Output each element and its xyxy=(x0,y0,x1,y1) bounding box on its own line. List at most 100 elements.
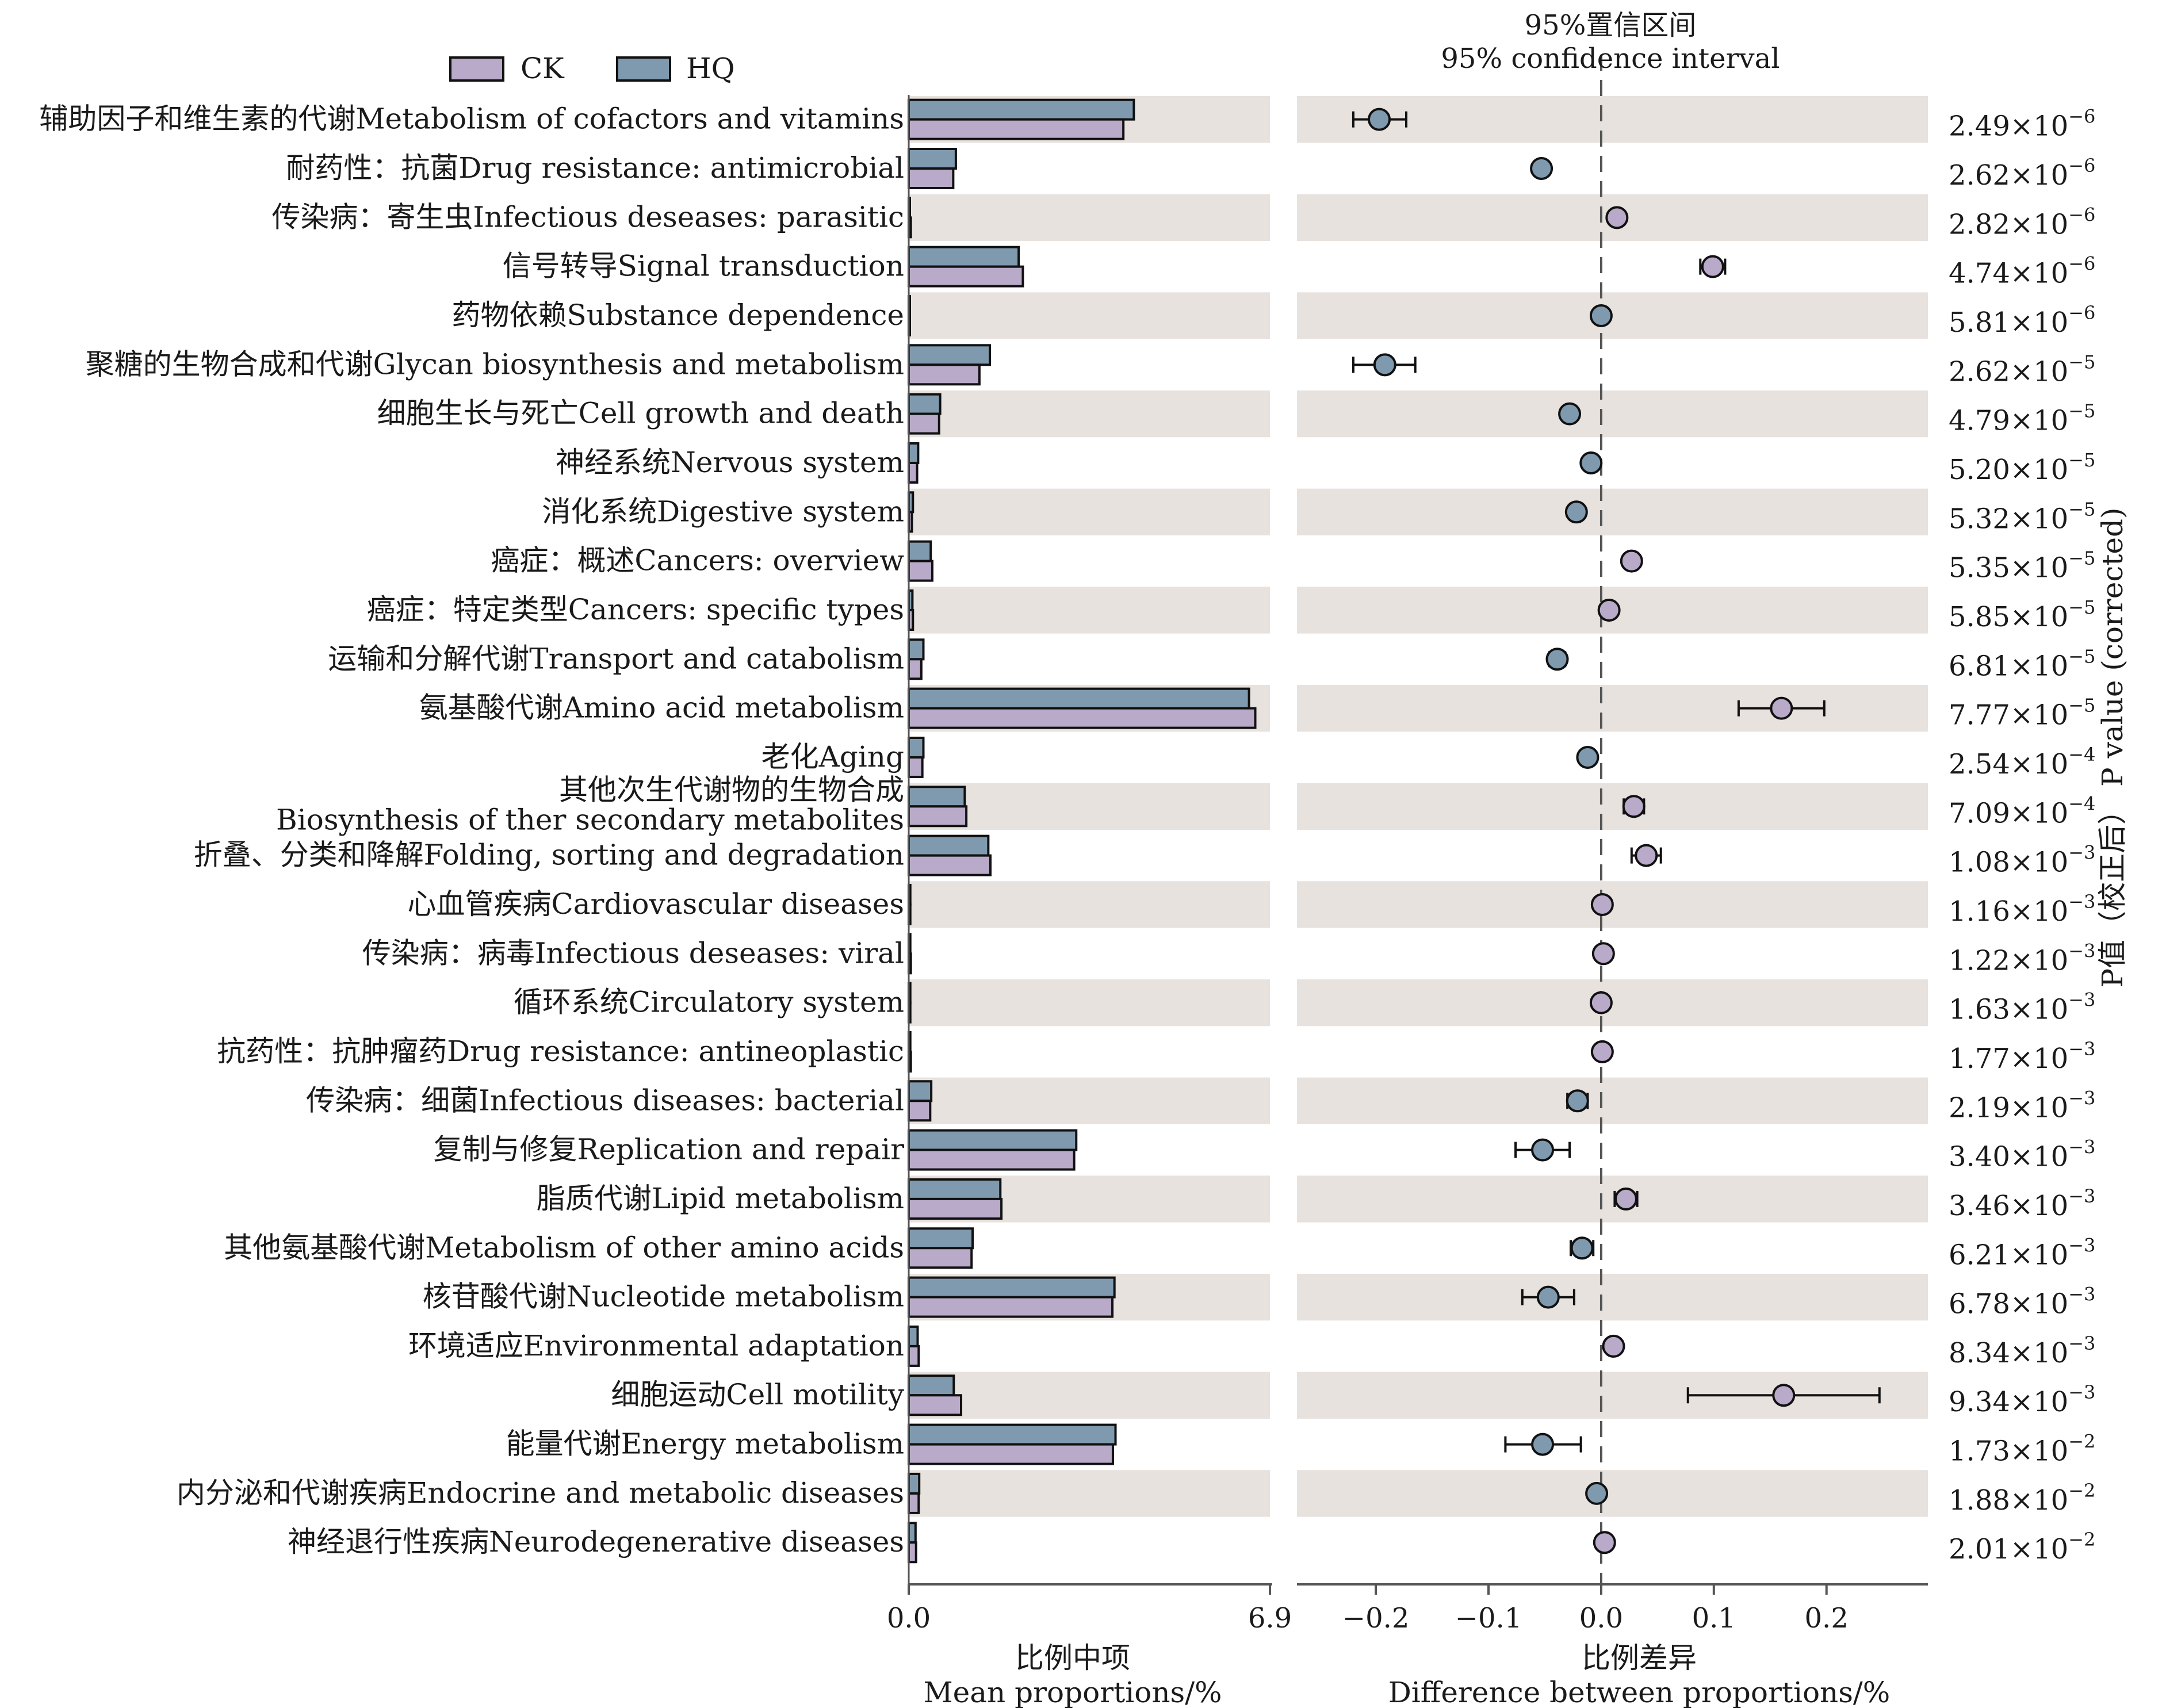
bar-ck xyxy=(908,1197,1003,1220)
pvalue-exponent: −3 xyxy=(2068,1185,2095,1207)
pvalue-text: 2.01×10−2 xyxy=(1949,1529,2095,1565)
pvalue-base: 2.49×10 xyxy=(1949,110,2068,143)
difference-point xyxy=(1622,795,1646,818)
bar-hq xyxy=(908,1423,1117,1446)
pvalue-exponent: −3 xyxy=(2068,1284,2095,1305)
category-label: 传染病：寄生虫Infectious deseases: parasitic xyxy=(271,200,904,233)
pvalue-text: 3.40×10−3 xyxy=(1949,1136,2095,1173)
band-right xyxy=(1297,390,1928,438)
pvalue-exponent: −3 xyxy=(2068,1234,2095,1256)
pvalue-base: 9.34×10 xyxy=(1949,1386,2068,1418)
pvalue-base: 5.35×10 xyxy=(1949,552,2068,584)
pvalue-base: 6.21×10 xyxy=(1949,1239,2068,1271)
difference-point xyxy=(1620,549,1643,573)
category-label: 抗药性：抗肿瘤药Drug resistance: antineoplastic xyxy=(217,1035,904,1068)
bar-hq xyxy=(908,1472,921,1495)
bar-hq xyxy=(908,442,920,464)
pvalue-base: 2.54×10 xyxy=(1949,748,2068,780)
pvalue-base: 2.19×10 xyxy=(1949,1092,2068,1124)
pvalue-text: 2.62×10−6 xyxy=(1949,155,2095,192)
pvalue-base: 1.88×10 xyxy=(1949,1484,2068,1516)
pvalue-base: 1.22×10 xyxy=(1949,944,2068,976)
bar-hq xyxy=(908,540,932,562)
bar-ck xyxy=(908,1100,932,1122)
band-left xyxy=(909,979,1270,1027)
difference-point xyxy=(1585,1481,1609,1505)
category-label: 内分泌和代谢疾病Endocrine and metabolic diseases xyxy=(177,1476,904,1510)
legend: CK HQ xyxy=(449,52,735,85)
right-axis-tick-label: −0.1 xyxy=(1455,1602,1522,1634)
bar-ck xyxy=(908,265,1024,288)
pvalue-base: 6.81×10 xyxy=(1949,650,2068,682)
category-label: 药物依赖Substance dependence xyxy=(452,298,905,332)
left-axis-tick-label: 6.9 xyxy=(1248,1602,1292,1634)
axes: 0.0 6.9 −0.2 −0.1 0.0 0.1 0.2 xyxy=(887,95,1928,1634)
bar-ck xyxy=(908,167,955,189)
category-label: 氨基酸代谢Amino acid metabolism xyxy=(419,691,904,725)
pvalue-text: 1.08×10−3 xyxy=(1949,842,2095,879)
bar-hq xyxy=(908,1276,1116,1299)
category-label: 聚糖的生物合成和代谢Glycan biosynthesis and metabo… xyxy=(86,347,904,381)
category-label: 辅助因子和维生素的代谢Metabolism of cofactors and v… xyxy=(39,102,904,136)
pvalue-exponent: −3 xyxy=(2068,940,2095,962)
pvalue-text: 6.78×10−3 xyxy=(1949,1284,2095,1320)
right-axis-title-en: Difference between proportions/% xyxy=(1388,1676,1891,1708)
pvalue-text: 2.49×10−6 xyxy=(1949,106,2095,143)
pvalue-base: 5.32×10 xyxy=(1949,503,2068,535)
pvalue-base: 2.62×10 xyxy=(1949,159,2068,192)
left-axis-title-cn: 比例中项 xyxy=(1015,1641,1130,1675)
category-label-line2: Biosynthesis of ther secondary metabolit… xyxy=(276,803,904,836)
bar-hq xyxy=(908,687,1250,710)
bar-ck xyxy=(908,1492,920,1514)
category-label: 癌症：特定类型Cancers: specific types xyxy=(367,593,904,626)
bar-ck xyxy=(908,658,923,680)
pvalue-text: 1.88×10−2 xyxy=(1949,1480,2095,1516)
pvalue-exponent: −5 xyxy=(2068,351,2095,373)
bar-hq xyxy=(908,736,925,759)
pvalue-exponent: −3 xyxy=(2068,1381,2095,1403)
category-label: 循环系统Circulatory system xyxy=(514,986,904,1019)
pvalue-text: 4.79×10−5 xyxy=(1949,400,2095,437)
band-right xyxy=(1297,488,1928,535)
bar-hq xyxy=(908,1129,1078,1151)
pvalue-text: 6.21×10−3 xyxy=(1949,1234,2095,1271)
difference-point xyxy=(1536,1285,1560,1309)
pvalue-exponent: −3 xyxy=(2068,1038,2095,1060)
pvalue-base: 3.40×10 xyxy=(1949,1141,2068,1173)
band-left xyxy=(909,1372,1270,1419)
bar-ck xyxy=(908,1148,1076,1171)
pvalue-text: 5.35×10−5 xyxy=(1949,547,2095,584)
bar-ck xyxy=(908,1394,963,1416)
bar-hq xyxy=(908,638,925,661)
bar-ck xyxy=(908,756,924,778)
left-axis-title-en: Mean proportions/% xyxy=(923,1676,1222,1708)
difference-point xyxy=(1368,108,1391,131)
difference-point xyxy=(1564,500,1588,524)
right-axis-tick-label: −0.2 xyxy=(1342,1602,1410,1634)
bar-ck xyxy=(908,805,968,828)
category-label: 信号转导Signal transduction xyxy=(503,250,904,283)
difference-point xyxy=(1605,206,1629,229)
bar-ck xyxy=(908,854,992,876)
difference-point xyxy=(1602,1334,1625,1358)
pvalue-text: 5.32×10−5 xyxy=(1949,498,2095,535)
bar-hq xyxy=(908,344,992,366)
bar-hq xyxy=(908,1374,955,1397)
category-label: 耐药性：抗菌Drug resistance: antimicrobial xyxy=(286,151,904,185)
difference-point xyxy=(1558,402,1582,426)
legend-swatch-hq xyxy=(616,56,671,82)
difference-point xyxy=(1593,1531,1616,1554)
pvalue-exponent: −3 xyxy=(2068,1136,2095,1158)
pvalue-text: 2.82×10−6 xyxy=(1949,204,2095,240)
category-label: 老化Aging xyxy=(762,740,904,773)
difference-point xyxy=(1770,696,1793,720)
difference-point xyxy=(1589,304,1613,327)
bar-ck xyxy=(908,1296,1114,1318)
pvalue-text: 4.74×10−6 xyxy=(1949,253,2095,290)
pvalue-exponent: −6 xyxy=(2068,106,2095,128)
bar-ck xyxy=(908,707,1257,729)
bar-hq xyxy=(908,786,966,808)
pvalue-exponent: −2 xyxy=(2068,1529,2095,1550)
pvalue-exponent: −4 xyxy=(2068,744,2095,765)
pvalue-column: 2.49×10−62.62×10−62.82×10−64.74×10−65.81… xyxy=(1949,106,2095,1566)
